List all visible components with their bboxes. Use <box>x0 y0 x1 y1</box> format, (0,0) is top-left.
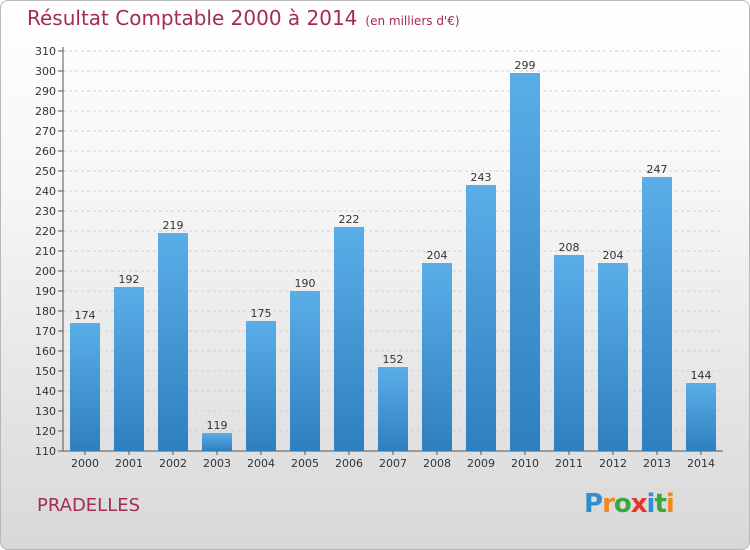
y-tick-label: 160 <box>35 345 56 358</box>
y-tick-label: 270 <box>35 125 56 138</box>
title-text: Résultat Comptable 2000 à 2014 <box>27 6 358 30</box>
y-tick-label: 310 <box>35 45 56 58</box>
y-tick-label: 120 <box>35 425 56 438</box>
y-tick-label: 240 <box>35 185 56 198</box>
bar-value-label: 243 <box>471 171 492 184</box>
y-tick-label: 170 <box>35 325 56 338</box>
bar-value-label: 192 <box>119 273 140 286</box>
bar-2012 <box>598 263 628 451</box>
y-tick-label: 110 <box>35 445 56 458</box>
y-tick-label: 140 <box>35 385 56 398</box>
bar-value-label: 299 <box>515 59 536 72</box>
y-tick-label: 130 <box>35 405 56 418</box>
bar-2003 <box>202 433 232 451</box>
y-tick-label: 300 <box>35 65 56 78</box>
bar-value-label: 222 <box>339 213 360 226</box>
x-tick-label: 2005 <box>291 457 319 470</box>
bar-2007 <box>378 367 408 451</box>
bars: 174 192 219 119 175 190 222 152 204 243 299 208 204 2… <box>70 59 716 451</box>
y-tick-label: 190 <box>35 285 56 298</box>
bar-value-label: 174 <box>75 309 96 322</box>
bar-value-label: 204 <box>427 249 448 262</box>
y-tick-label: 230 <box>35 205 56 218</box>
y-tick-label: 250 <box>35 165 56 178</box>
bar-value-label: 119 <box>207 419 228 432</box>
logo-letter: o <box>613 489 632 519</box>
bar-2011 <box>554 255 584 451</box>
bar-value-label: 190 <box>295 277 316 290</box>
x-tick-label: 2014 <box>687 457 715 470</box>
y-tick-label: 210 <box>35 245 56 258</box>
bar-2002 <box>158 233 188 451</box>
y-tick-label: 290 <box>35 85 56 98</box>
logo-letter: i <box>665 489 675 519</box>
axes: 110 120 130 140 150 160 170 180 190 200 210 220 230 2… <box>35 45 723 470</box>
bar-value-label: 208 <box>559 241 580 254</box>
y-tick-label: 220 <box>35 225 56 238</box>
proxiti-logo: Proxiti <box>584 489 675 519</box>
bar-value-label: 152 <box>383 353 404 366</box>
x-tick-label: 2004 <box>247 457 275 470</box>
logo-letter: i <box>646 489 656 519</box>
bar-2000 <box>70 323 100 451</box>
x-tick-label: 2010 <box>511 457 539 470</box>
logo-letter: r <box>602 489 615 519</box>
bar-2008 <box>422 263 452 451</box>
bar-2010 <box>510 73 540 451</box>
bar-value-label: 247 <box>647 163 668 176</box>
bar-value-label: 144 <box>691 369 712 382</box>
y-tick-label: 180 <box>35 305 56 318</box>
y-tick-label: 260 <box>35 145 56 158</box>
y-tick-label: 200 <box>35 265 56 278</box>
chart-title: Résultat Comptable 2000 à 2014 (en millie… <box>27 6 460 30</box>
x-tick-label: 2006 <box>335 457 363 470</box>
bar-2001 <box>114 287 144 451</box>
bar-2009 <box>466 185 496 451</box>
bar-value-label: 204 <box>603 249 624 262</box>
bar-2004 <box>246 321 276 451</box>
y-tick-label: 150 <box>35 365 56 378</box>
bar-2013 <box>642 177 672 451</box>
x-tick-label: 2013 <box>643 457 671 470</box>
x-tick-label: 2003 <box>203 457 231 470</box>
logo-letter: P <box>584 489 603 519</box>
bar-2005 <box>290 291 320 451</box>
bar-2006 <box>334 227 364 451</box>
x-tick-label: 2007 <box>379 457 407 470</box>
y-tick-label: 280 <box>35 105 56 118</box>
x-tick-label: 2012 <box>599 457 627 470</box>
x-tick-label: 2001 <box>115 457 143 470</box>
logo-letter: x <box>630 489 648 519</box>
x-tick-label: 2000 <box>71 457 99 470</box>
logo-letter: t <box>654 489 666 519</box>
place-name: PRADELLES <box>37 495 141 516</box>
bar-value-label: 175 <box>251 307 272 320</box>
x-tick-label: 2008 <box>423 457 451 470</box>
x-tick-label: 2002 <box>159 457 187 470</box>
chart-subtitle: (en milliers d'€) <box>365 14 460 28</box>
x-tick-label: 2009 <box>467 457 495 470</box>
bar-value-label: 219 <box>163 219 184 232</box>
bar-2014 <box>686 383 716 451</box>
x-tick-label: 2011 <box>555 457 583 470</box>
